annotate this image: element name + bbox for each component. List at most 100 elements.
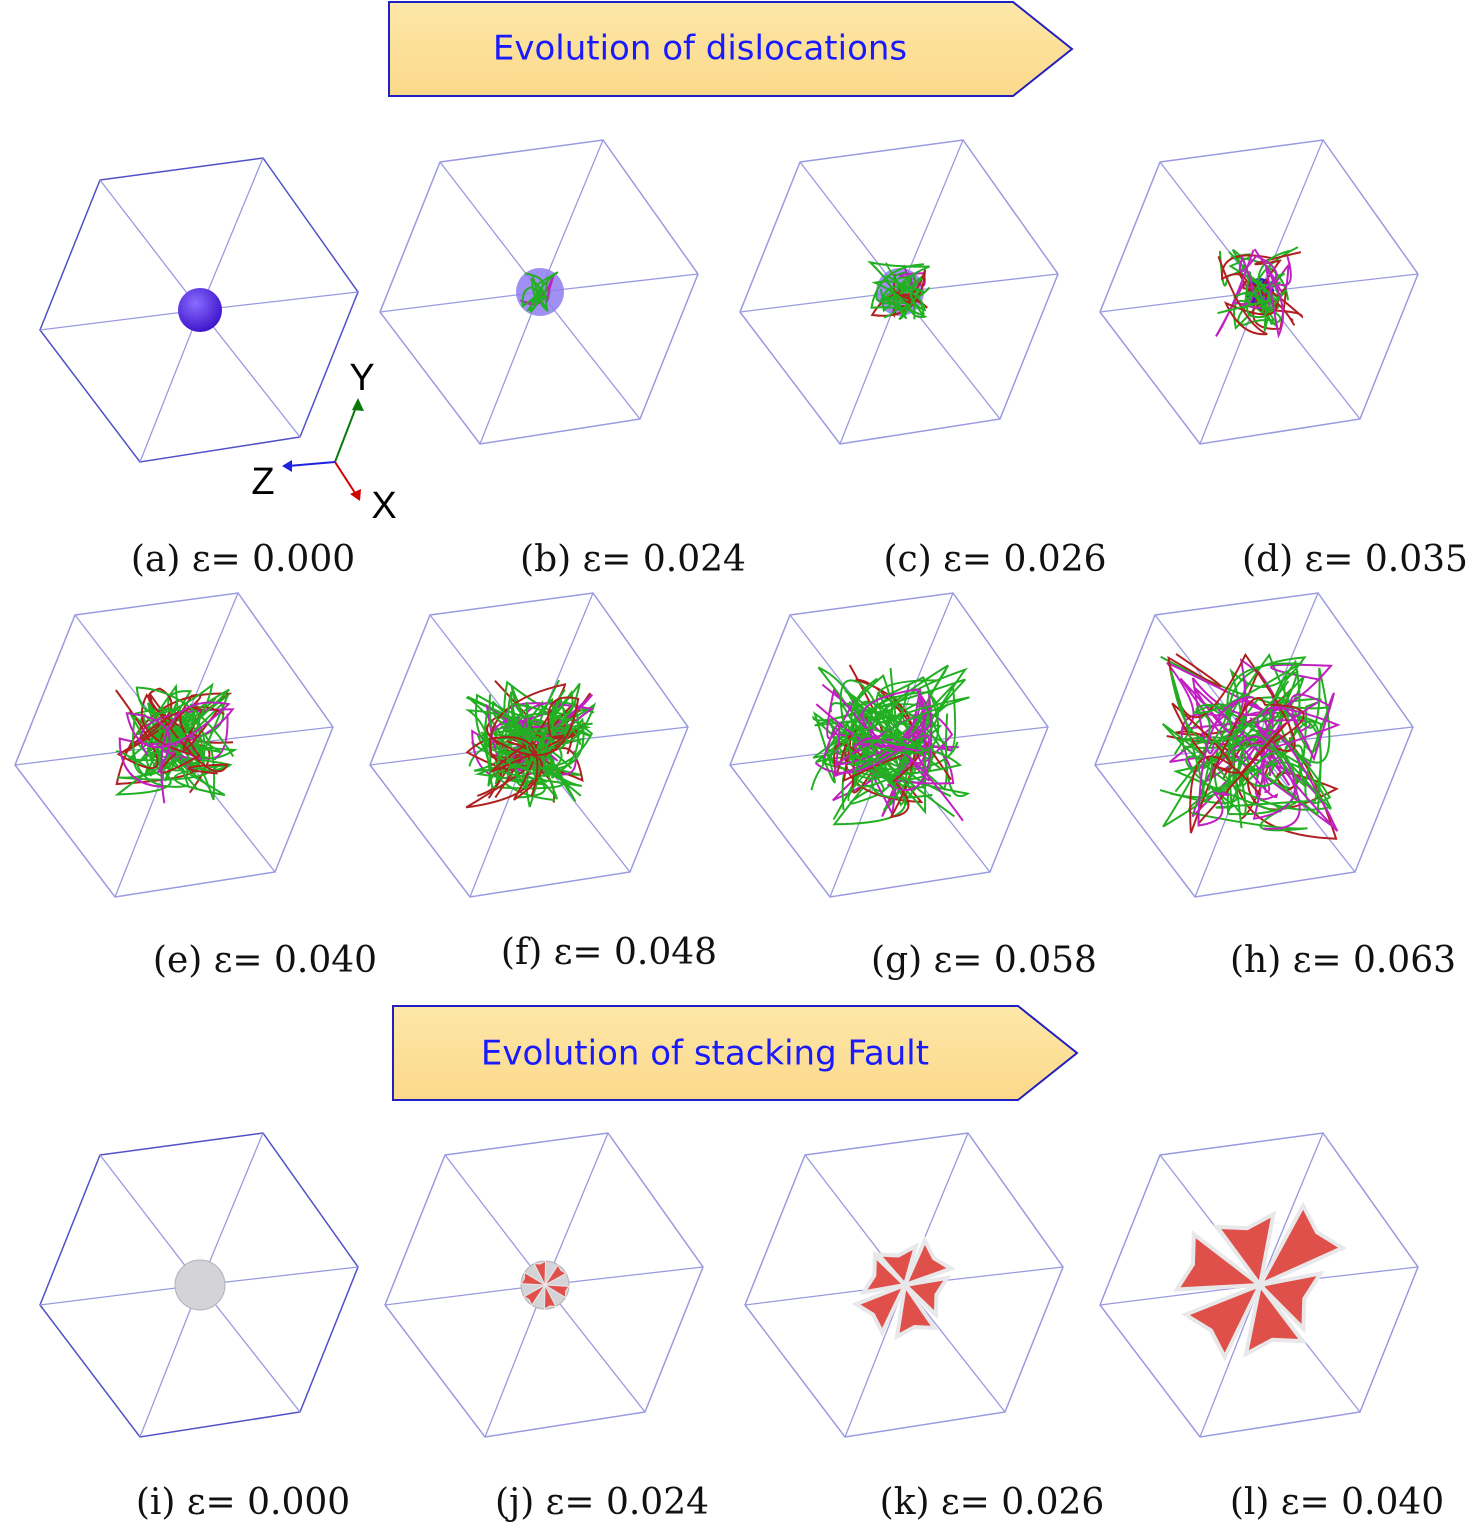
dislocation <box>1173 707 1281 782</box>
stacking-fault <box>900 1275 952 1320</box>
dislocation <box>489 682 567 799</box>
dislocation <box>848 674 940 755</box>
box-edge <box>39 1284 201 1306</box>
panel-caption: (k) ε= 0.026 <box>880 1482 1105 1523</box>
dislocation <box>1167 652 1296 752</box>
dislocation <box>1188 760 1308 832</box>
stacking-fault <box>520 1271 546 1286</box>
dislocation <box>1169 670 1290 798</box>
dislocation <box>521 272 547 308</box>
dislocation <box>1171 702 1288 824</box>
box-edge <box>199 291 359 311</box>
banner <box>388 1 1074 97</box>
box-edge <box>1199 291 1261 445</box>
dislocation <box>1217 279 1287 319</box>
panel <box>744 1132 1064 1438</box>
stacking-fault <box>1243 1280 1307 1358</box>
box-edge <box>444 1154 546 1286</box>
dislocation <box>901 277 927 312</box>
dislocation <box>125 701 231 804</box>
box-edge <box>379 291 541 313</box>
panel <box>1099 139 1419 445</box>
dislocation <box>853 734 964 822</box>
void <box>174 1259 226 1311</box>
dislocation <box>114 687 200 770</box>
box-edge <box>114 744 176 898</box>
panel-caption: (c) ε= 0.026 <box>883 539 1106 580</box>
void <box>178 288 222 332</box>
box-edge <box>799 161 901 293</box>
dislocation <box>1159 722 1332 811</box>
stacking-fault <box>851 1281 910 1337</box>
dislocation <box>833 734 920 786</box>
dislocation <box>159 707 219 774</box>
box-edge <box>544 1132 609 1286</box>
box-edge <box>199 157 264 311</box>
dislocation <box>1253 248 1284 339</box>
box-edge <box>39 309 201 331</box>
stacking-fault <box>544 1263 567 1286</box>
panel-caption: (g) ε= 0.058 <box>871 940 1097 981</box>
stacking-fault <box>901 1235 956 1289</box>
axis-label: Z <box>251 461 274 503</box>
box-edge <box>899 139 964 293</box>
stacking-fault <box>544 1284 570 1299</box>
box-edge <box>479 291 541 445</box>
banner-title: Evolution of dislocations <box>493 29 907 69</box>
dislocation <box>526 294 549 313</box>
axis-label: Y <box>349 357 374 399</box>
dislocation <box>163 713 229 771</box>
dislocation <box>135 682 235 758</box>
stacking-fault <box>1255 1201 1347 1290</box>
panel-caption: (j) ε= 0.024 <box>495 1482 709 1523</box>
box-edge <box>439 161 541 293</box>
panel-caption: (a) ε= 0.000 <box>131 539 355 580</box>
box-edge <box>484 1284 546 1438</box>
panel-caption: (b) ε= 0.024 <box>520 539 746 580</box>
panel <box>39 1132 359 1438</box>
box-edge <box>139 309 201 463</box>
panel <box>39 157 359 463</box>
box-edge <box>839 291 901 445</box>
dislocation <box>821 702 943 781</box>
panel-caption: (e) ε= 0.040 <box>153 940 377 981</box>
dislocation <box>850 677 940 790</box>
stacking-fault <box>1213 1210 1277 1290</box>
dislocation <box>1195 662 1332 811</box>
box-edge <box>199 1266 359 1286</box>
panel <box>384 1132 704 1438</box>
banner <box>392 1005 1079 1101</box>
panel <box>379 139 699 445</box>
box-edge <box>544 1284 646 1413</box>
box-edge <box>139 1284 201 1438</box>
panel-caption: (h) ε= 0.063 <box>1230 940 1456 981</box>
box-edge <box>99 179 201 311</box>
dislocation <box>814 703 933 799</box>
panel-caption: (f) ε= 0.048 <box>501 932 717 973</box>
box-edge <box>899 273 1059 293</box>
panel-caption: (d) ε= 0.035 <box>1242 539 1468 580</box>
dislocation <box>1237 249 1290 326</box>
box-edge <box>199 1284 301 1413</box>
dislocation <box>511 702 582 782</box>
panel <box>14 592 334 898</box>
dislocation <box>1197 696 1254 827</box>
box-edge <box>739 291 901 313</box>
box-edge <box>1099 291 1261 313</box>
dislocation <box>1166 661 1312 733</box>
axis-triad: Y Z X <box>251 357 396 527</box>
axis-label: X <box>371 485 396 527</box>
dislocation <box>1256 701 1341 832</box>
stacking-fault <box>1172 1230 1266 1292</box>
dislocation <box>867 260 930 319</box>
dislocation <box>1180 741 1247 816</box>
stacking-fault <box>894 1279 939 1341</box>
dislocation <box>853 711 943 763</box>
box-edge <box>544 1266 704 1286</box>
box-edge <box>1259 1132 1324 1286</box>
dislocation <box>115 734 233 780</box>
stacking-fault <box>873 1242 920 1290</box>
dislocation <box>117 703 219 781</box>
box-edge <box>539 139 604 293</box>
